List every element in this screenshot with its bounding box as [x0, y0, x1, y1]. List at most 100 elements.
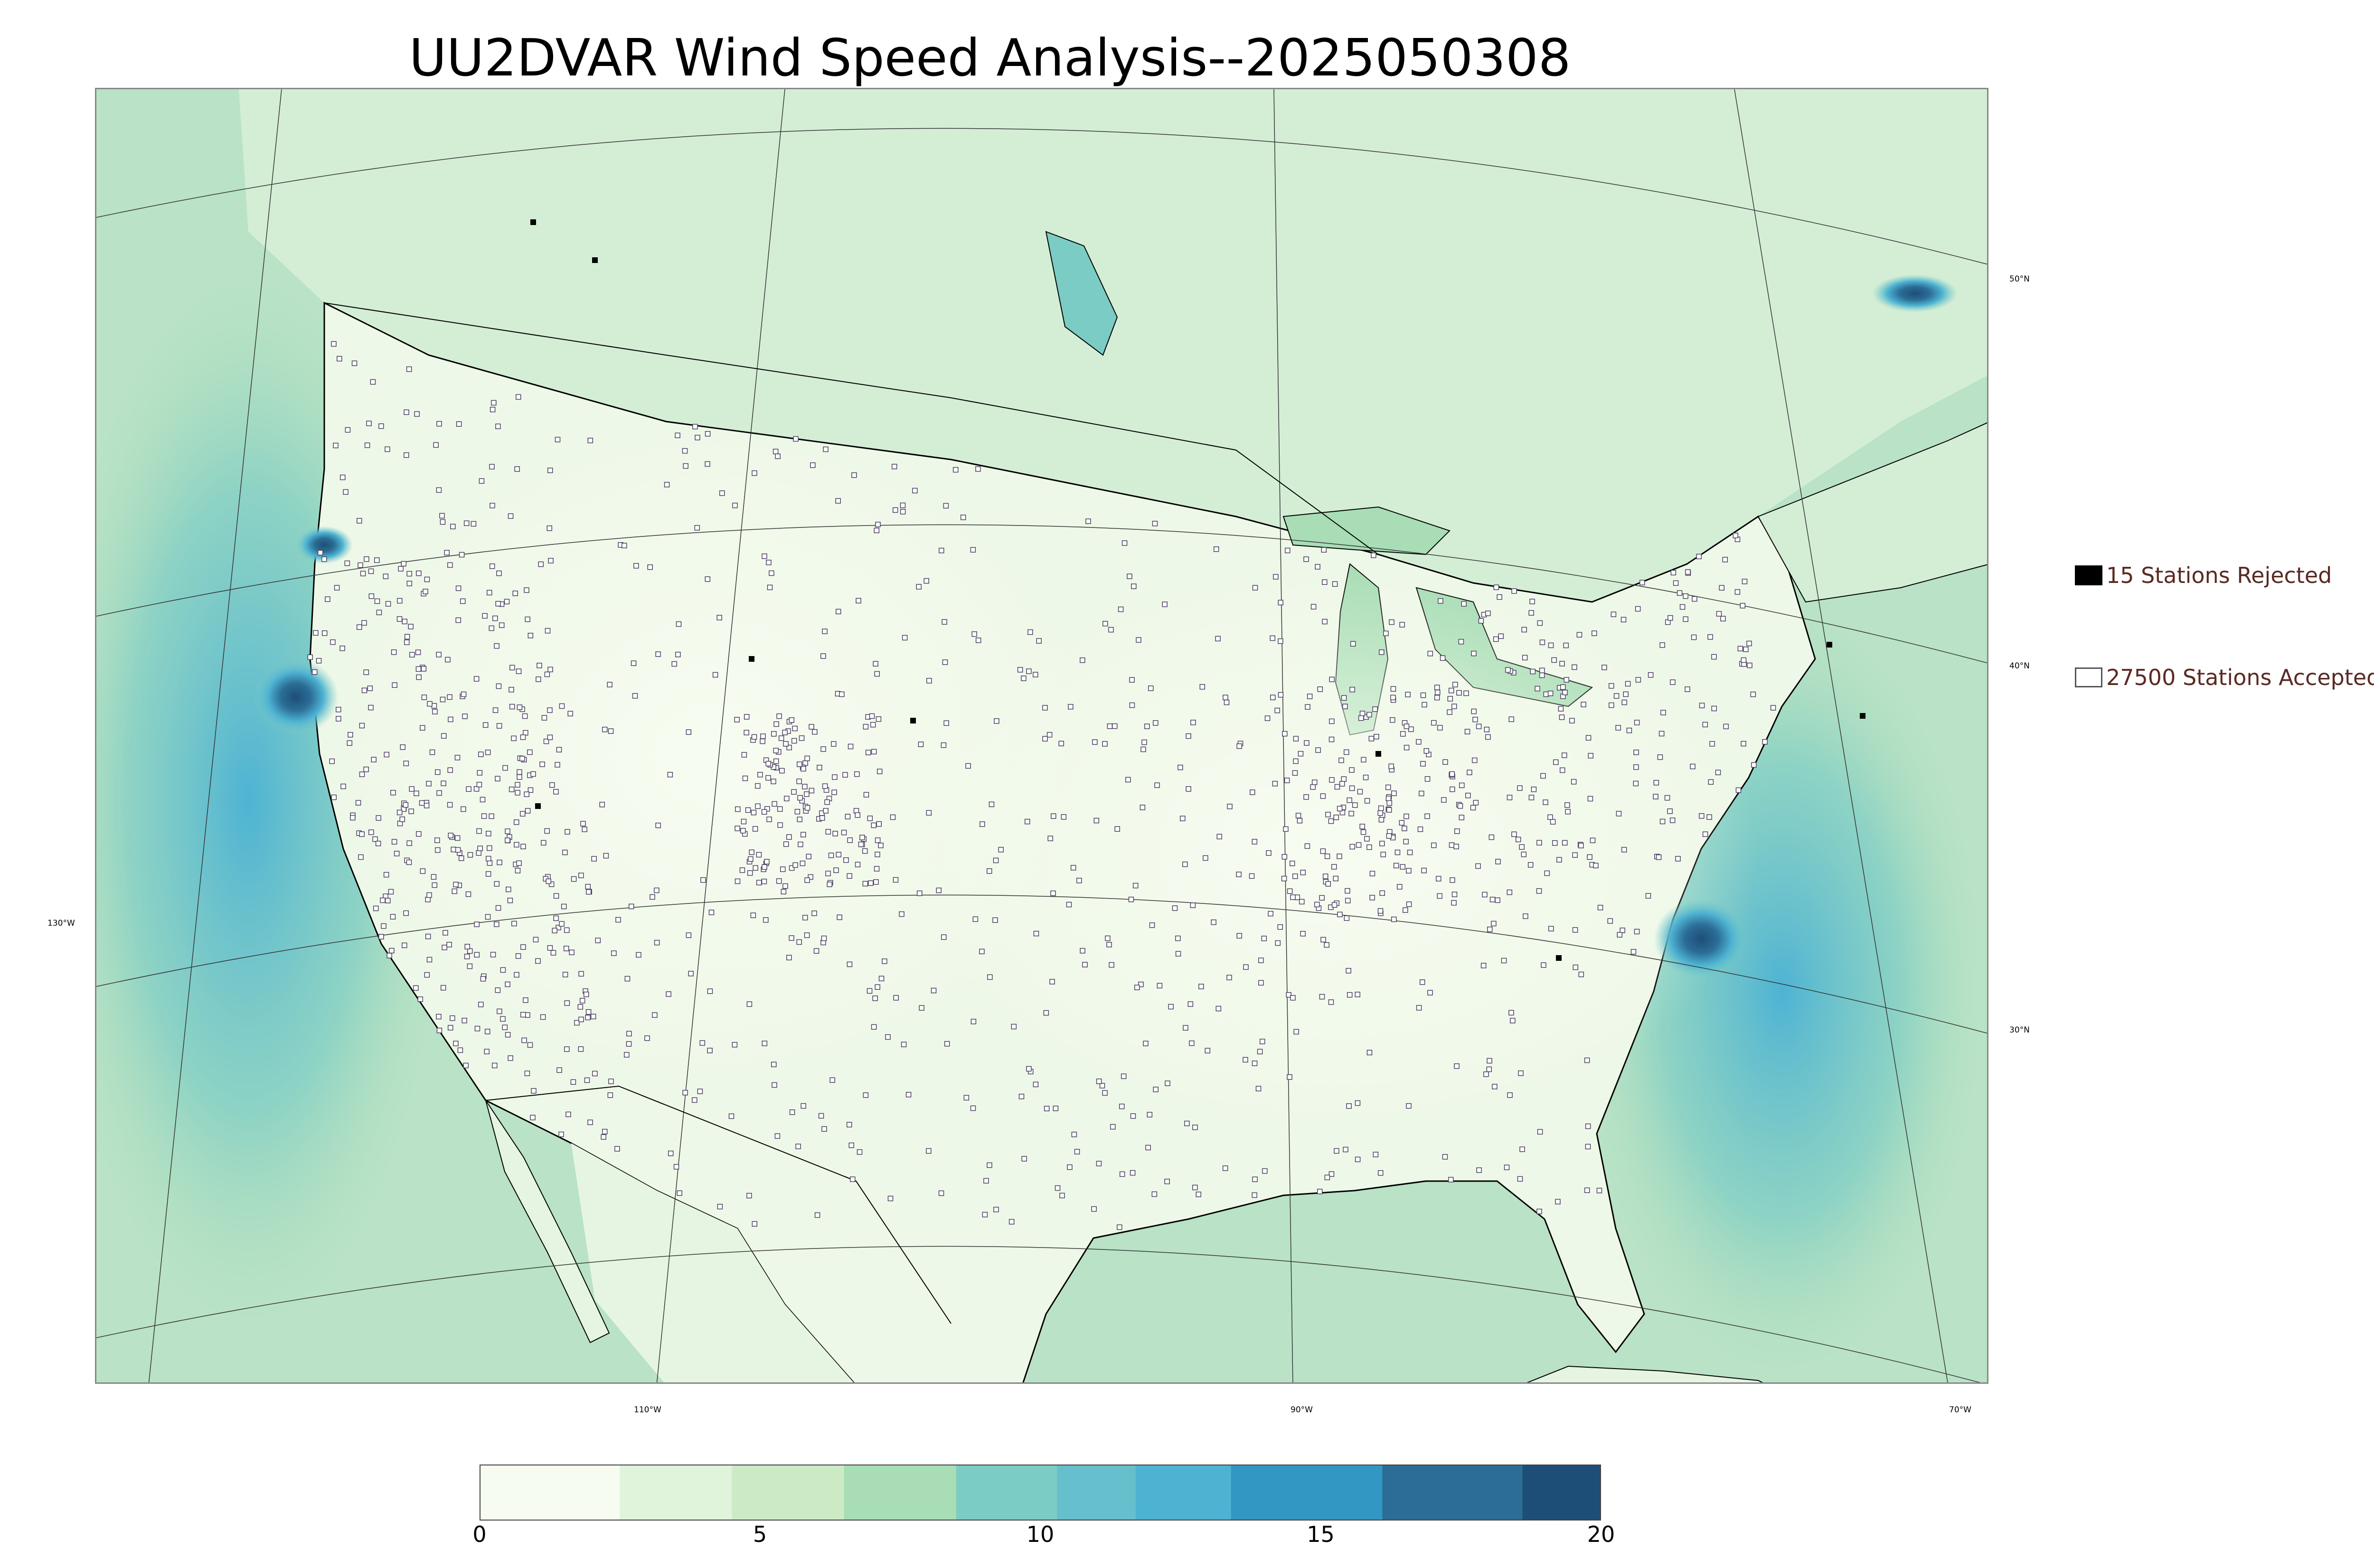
accepted-station [394, 851, 400, 856]
accepted-station [307, 654, 313, 660]
accepted-station [370, 379, 376, 385]
accepted-station [1563, 642, 1569, 648]
accepted-station [391, 839, 397, 845]
accepted-station [827, 882, 832, 887]
accepted-station [562, 972, 568, 977]
accepted-station [1343, 749, 1349, 755]
accepted-station [478, 1002, 484, 1007]
accepted-station [939, 547, 944, 554]
accepted-station [705, 431, 711, 437]
accepted-station [311, 669, 318, 675]
accepted-station [745, 807, 751, 813]
accepted-station [650, 894, 655, 900]
accepted-station [767, 584, 773, 591]
accepted-station [1311, 779, 1318, 785]
accepted-station [436, 487, 442, 493]
colorbar-band [480, 1465, 620, 1521]
accepted-station [1277, 924, 1283, 930]
accepted-station [374, 598, 380, 604]
accepted-station [647, 564, 653, 570]
lon-label-130w: 130°W [47, 919, 75, 928]
accepted-station [1648, 672, 1654, 678]
accepted-station [819, 815, 825, 821]
accepted-station [1149, 922, 1155, 928]
canada-landmass [239, 89, 1987, 602]
accepted-station [1635, 677, 1641, 683]
accepted-station [1314, 901, 1320, 908]
accepted-station [820, 653, 826, 659]
colorbar-tick-label: 5 [753, 1521, 767, 1547]
accepted-station [1457, 803, 1463, 809]
accepted-station [505, 981, 510, 987]
accepted-station [821, 935, 827, 941]
accepted-station [793, 436, 799, 442]
accepted-station [339, 645, 345, 651]
accepted-station [735, 878, 741, 884]
accepted-station [1303, 794, 1309, 800]
colorbar-band [1135, 1465, 1232, 1521]
accepted-station [926, 810, 932, 816]
accepted-station [1293, 1029, 1299, 1035]
accepted-station [1283, 826, 1289, 832]
accepted-station [556, 1067, 562, 1073]
accepted-station [467, 852, 473, 858]
accepted-station [885, 1034, 891, 1040]
accepted-station [1656, 854, 1662, 860]
accepted-station [1635, 606, 1641, 612]
accepted-station [735, 806, 741, 812]
accepted-station [1623, 691, 1629, 697]
accepted-station [1278, 692, 1284, 698]
accepted-station [1690, 763, 1696, 770]
accepted-station [578, 971, 584, 977]
colorbar-bands [480, 1465, 1602, 1521]
accepted-station [321, 630, 328, 636]
accepted-station [1470, 805, 1476, 811]
accepted-station [591, 856, 597, 862]
accepted-station [760, 738, 765, 744]
accepted-station [467, 963, 473, 969]
accepted-station [732, 502, 738, 508]
accepted-station [1770, 705, 1776, 711]
accepted-station [874, 866, 880, 872]
accepted-station [1320, 937, 1326, 943]
accepted-station [482, 722, 489, 728]
accepted-station [425, 933, 431, 939]
accepted-station [436, 421, 442, 427]
accepted-station [859, 835, 865, 840]
accepted-station [786, 955, 792, 960]
accepted-station [1564, 802, 1570, 808]
accepted-station [1366, 1050, 1373, 1055]
accepted-station [1119, 1103, 1125, 1109]
accepted-station [1559, 661, 1565, 667]
accepted-station [454, 835, 461, 841]
accepted-station [466, 786, 471, 792]
accepted-station [751, 734, 757, 740]
accepted-station [1386, 807, 1392, 813]
accepted-station [1660, 710, 1666, 715]
accepted-station [667, 772, 673, 778]
rejected-station [1827, 642, 1832, 648]
accepted-station [780, 866, 786, 872]
accepted-station [1541, 962, 1546, 968]
accepted-station [1722, 557, 1728, 563]
accepted-station [1517, 785, 1523, 791]
accepted-station [487, 845, 492, 851]
accepted-station [1427, 990, 1433, 995]
accepted-station [1085, 518, 1091, 524]
accepted-station [1405, 692, 1411, 697]
accepted-station [406, 366, 412, 372]
accepted-station [531, 1088, 537, 1094]
accepted-station [404, 409, 409, 415]
accepted-station [343, 489, 349, 495]
accepted-station [1334, 1148, 1339, 1154]
accepted-station [1058, 741, 1065, 747]
accepted-station [1493, 636, 1499, 642]
accepted-station [1617, 932, 1622, 938]
accepted-station [313, 630, 319, 636]
accepted-station [1633, 750, 1639, 755]
accepted-station [1224, 699, 1230, 705]
accepted-station [808, 874, 813, 880]
accepted-station [1183, 1025, 1188, 1031]
accepted-station [668, 1150, 674, 1156]
accepted-station [1596, 1188, 1602, 1193]
